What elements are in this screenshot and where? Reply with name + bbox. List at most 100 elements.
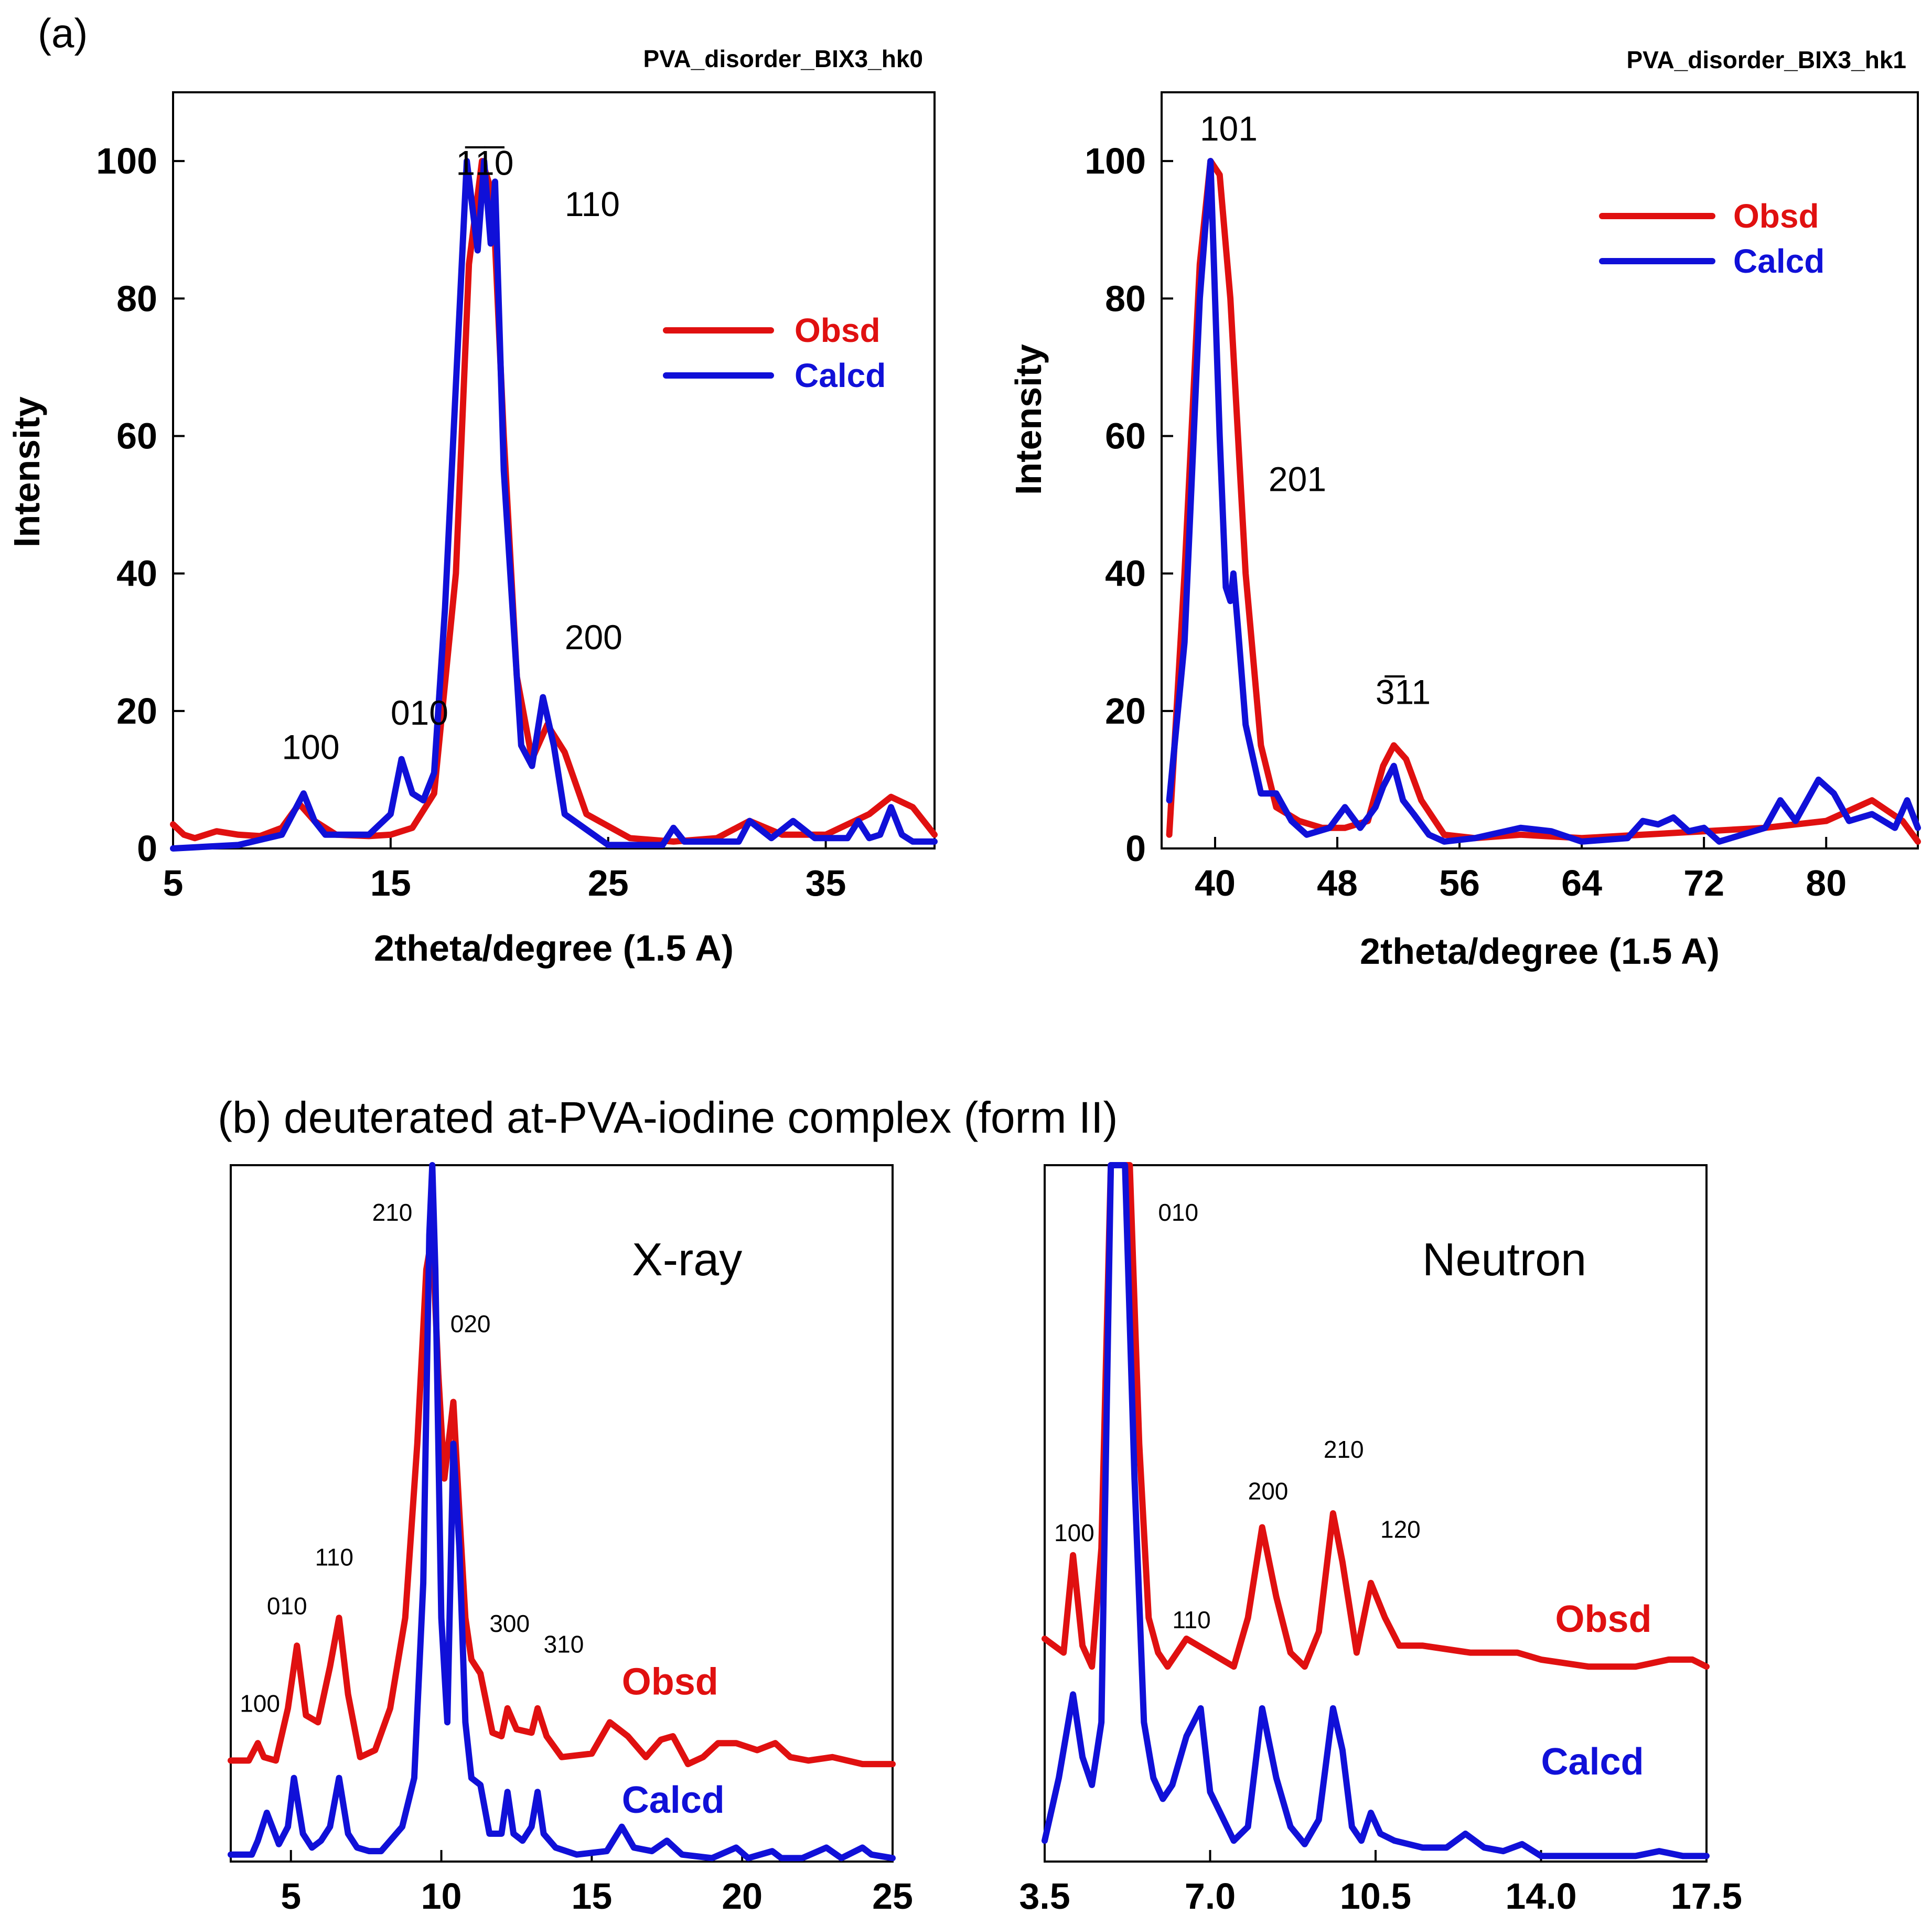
chart-b1-label-calcd: Calcd: [622, 1779, 725, 1821]
chart-a1-plot: [170, 158, 938, 852]
chart-a2-ytick-label: 80: [1105, 278, 1146, 319]
chart-a2-series-obsd: [1166, 158, 1921, 845]
chart-b1: X-ray 5 10 15 20 25 100 010 110 210 020 300 310 Obs…: [228, 1162, 913, 1917]
chart-b2-xtick-label: 14.0: [1505, 1876, 1576, 1917]
chart-a2-xtick-label: 48: [1317, 863, 1358, 904]
chart-a1: PVA_disorder_BIX3_hk0 5 15 25 35 0 20 40 60 80 1…: [6, 45, 938, 969]
chart-b1-peak-label: 100: [240, 1690, 280, 1717]
chart-b1-frame: [230, 1164, 894, 1863]
chart-a1-peak-label: 1̅1̅0: [456, 143, 513, 182]
chart-a2-legend-obsd-label: Obsd: [1733, 197, 1819, 235]
chart-a1-peak-label: 110: [565, 185, 620, 223]
chart-a2-ytick-label: 20: [1105, 691, 1146, 732]
chart-a1-xlabel: 2theta/degree (1.5 A): [374, 928, 734, 969]
panel-a-label: (a): [38, 10, 88, 56]
chart-b2-xtick-label: 7.0: [1185, 1876, 1236, 1917]
chart-b1-peak-label: 310: [544, 1631, 584, 1658]
chart-a1-ytick-label: 100: [96, 141, 157, 181]
chart-a1-xtick-label: 35: [806, 863, 846, 904]
chart-a1-annotations: 100 010 1̅1̅0 110 200: [282, 143, 622, 766]
chart-b1-series-obsd: [228, 1231, 896, 1768]
chart-a2-title: PVA_disorder_BIX3_hk1: [1627, 46, 1907, 73]
chart-a1-ylabel: Intensity: [6, 396, 47, 547]
chart-a1-series-calcd: [170, 158, 938, 852]
chart-b2-xtick-label: 10.5: [1340, 1876, 1411, 1917]
chart-a2-xticks: 40 48 56 64 72 80: [1195, 837, 1847, 904]
chart-b1-peak-label: 210: [372, 1199, 413, 1226]
chart-a1-ytick-label: 60: [116, 415, 157, 456]
chart-a2-peak-label: 201: [1269, 459, 1326, 498]
chart-b1-xtick-label: 15: [571, 1876, 612, 1917]
chart-b1-peak-label: 010: [267, 1593, 307, 1620]
chart-a2-ytick-label: 40: [1105, 553, 1146, 594]
chart-b1-xtick-label: 25: [872, 1876, 913, 1917]
chart-b1-annotations: 100 010 110 210 020 300 310 Obsd Calcd: [240, 1199, 725, 1821]
chart-b2-title: Neutron: [1422, 1233, 1586, 1285]
chart-b2-xtick-label: 3.5: [1019, 1876, 1070, 1917]
chart-a2-frame: [1161, 91, 1919, 849]
chart-b2-xticks: 3.5 7.0 10.5 14.0 17.5: [1019, 1850, 1742, 1917]
chart-b2-peak-label: 110: [1172, 1606, 1210, 1633]
chart-a1-title: PVA_disorder_BIX3_hk0: [643, 45, 924, 72]
chart-a1-ytick-label: 0: [137, 828, 157, 869]
chart-b1-xtick-label: 10: [421, 1876, 462, 1917]
chart-a1-legend-obsd-label: Obsd: [795, 311, 881, 349]
chart-b2-annotations: 100 010 110 200 210 120 Obsd Calcd: [1054, 1199, 1652, 1783]
chart-b2-label-obsd: Obsd: [1555, 1598, 1652, 1640]
chart-a2-yticks: 0 20 40 60 80 100: [1085, 141, 1173, 869]
chart-a2-plot: [1166, 158, 1921, 845]
chart-a2-annotations: 101 201 3̅11: [1200, 109, 1431, 712]
chart-b2-peak-label: 100: [1054, 1519, 1094, 1546]
chart-b1-title: X-ray: [632, 1233, 742, 1285]
chart-a1-yticks: 0 20 40 60 80 100: [96, 141, 185, 869]
chart-a2-xtick-label: 80: [1806, 863, 1847, 904]
chart-b1-xtick-label: 5: [281, 1876, 301, 1917]
chart-b2-plot: [1042, 1162, 1710, 1859]
chart-b1-peak-label: 020: [450, 1310, 491, 1338]
chart-b1-peak-label: 110: [315, 1544, 353, 1571]
chart-a2: PVA_disorder_BIX3_hk1 40 48 56 64 72 80 0 20 40…: [1008, 46, 1921, 972]
chart-b2-peak-label: 210: [1324, 1436, 1364, 1463]
chart-a1-xticks: 5 15 25 35: [163, 837, 846, 904]
chart-a1-peak-label: 010: [391, 693, 448, 732]
chart-b2-label-calcd: Calcd: [1541, 1741, 1644, 1783]
chart-a2-legend: Obsd Calcd: [1599, 197, 1824, 280]
chart-b2-peak-label: 200: [1248, 1477, 1289, 1504]
chart-b2-xtick-label: 17.5: [1671, 1876, 1742, 1917]
chart-a1-peak-label: 200: [565, 618, 622, 657]
chart-b1-series-calcd: [228, 1162, 896, 1862]
chart-a1-legend-calcd-label: Calcd: [795, 357, 886, 394]
chart-a2-ylabel: Intensity: [1008, 344, 1049, 495]
panel-b-label: (b) deuterated at-PVA-iodine complex (fo…: [218, 1093, 1118, 1142]
chart-a1-ytick-label: 40: [116, 553, 157, 594]
chart-b2-peak-label: 010: [1158, 1199, 1198, 1226]
chart-b1-peak-label: 300: [489, 1610, 530, 1637]
chart-a1-xtick-label: 5: [163, 863, 184, 904]
chart-a2-legend-calcd-label: Calcd: [1733, 242, 1824, 280]
chart-b1-plot: [228, 1162, 896, 1862]
chart-a2-peak-label: 3̅11: [1376, 673, 1431, 712]
chart-a1-xtick-label: 15: [370, 863, 411, 904]
chart-a2-peak-label: 101: [1200, 109, 1258, 148]
chart-a1-ytick-label: 20: [116, 691, 157, 732]
chart-a1-legend: Obsd Calcd: [663, 311, 886, 394]
chart-a2-ytick-label: 100: [1085, 141, 1146, 181]
chart-a2-xtick-label: 40: [1195, 863, 1236, 904]
chart-a2-series-calcd: [1166, 158, 1921, 845]
chart-b1-label-obsd: Obsd: [622, 1661, 718, 1703]
chart-a2-ytick-label: 60: [1105, 415, 1146, 456]
chart-a1-peak-label: 100: [282, 728, 339, 767]
chart-a2-xlabel: 2theta/degree (1.5 A): [1360, 931, 1720, 972]
chart-b1-xtick-label: 20: [722, 1876, 763, 1917]
chart-a2-xtick-label: 64: [1561, 863, 1602, 904]
chart-a1-ytick-label: 80: [116, 278, 157, 319]
chart-b1-xticks: 5 10 15 20 25: [281, 1850, 913, 1917]
chart-a2-xtick-label: 56: [1439, 863, 1480, 904]
chart-b2: Neutron 3.5 7.0 10.5 14.0 17.5 100 010 110 200 2…: [1019, 1162, 1742, 1917]
chart-a1-xtick-label: 25: [588, 863, 629, 904]
chart-a2-ytick-label: 0: [1125, 828, 1146, 869]
chart-a2-xtick-label: 72: [1683, 863, 1724, 904]
chart-b2-peak-label: 120: [1380, 1515, 1421, 1543]
chart-b2-series-calcd: [1042, 1162, 1710, 1859]
